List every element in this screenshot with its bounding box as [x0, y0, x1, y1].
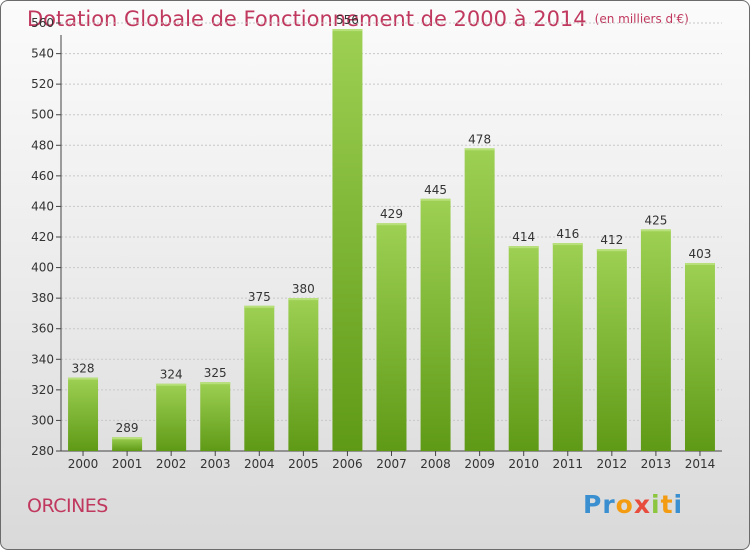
- bar-highlight: [244, 305, 275, 308]
- bar-2008: [420, 198, 451, 451]
- y-tick-label: 540: [31, 47, 54, 61]
- logo-letter: i: [651, 490, 661, 519]
- data-label: 324: [160, 368, 183, 382]
- logo-letter: x: [633, 490, 651, 519]
- bar-highlight: [596, 249, 627, 252]
- bar-2012: [596, 249, 627, 451]
- bar-2007: [376, 223, 407, 451]
- bar-highlight: [640, 229, 671, 232]
- bar-2006: [332, 29, 363, 451]
- bar-2010: [508, 246, 539, 451]
- data-label: 429: [380, 207, 403, 221]
- bar-highlight: [464, 148, 495, 151]
- bar-highlight: [112, 437, 143, 440]
- bar-2000: [68, 377, 99, 451]
- x-tick-label: 2004: [244, 457, 275, 471]
- bar-2004: [244, 305, 275, 451]
- bar-highlight: [684, 262, 715, 265]
- y-tick-label: 400: [31, 261, 54, 275]
- bar-highlight: [508, 246, 539, 249]
- data-label: 556: [336, 13, 359, 27]
- x-tick-label: 2000: [68, 457, 99, 471]
- x-tick-label: 2009: [464, 457, 495, 471]
- chart-title-text: Dotation Globale de Fonctionnement de 20…: [27, 7, 587, 31]
- bar-highlight: [332, 29, 363, 32]
- y-tick-label: 380: [31, 291, 54, 305]
- bar-highlight: [420, 198, 451, 201]
- data-label: 478: [468, 132, 491, 146]
- x-tick-label: 2005: [288, 457, 319, 471]
- bar-2002: [156, 383, 187, 451]
- y-tick-label: 320: [31, 383, 54, 397]
- x-tick-label: 2012: [597, 457, 628, 471]
- bar-highlight: [156, 383, 187, 386]
- bar-highlight: [200, 382, 231, 385]
- y-tick-label: 560: [31, 16, 54, 30]
- data-label: 328: [72, 362, 95, 376]
- logo-letter: o: [615, 490, 634, 519]
- proxiti-logo: Proxiti: [583, 490, 683, 519]
- bar-2001: [112, 437, 143, 451]
- bar-highlight: [68, 377, 99, 380]
- bar-2014: [684, 262, 715, 451]
- data-label: 289: [116, 421, 139, 435]
- x-tick-label: 2007: [376, 457, 407, 471]
- data-label: 325: [204, 366, 227, 380]
- data-label: 412: [600, 233, 623, 247]
- bar-2003: [200, 382, 231, 451]
- y-tick-label: 340: [31, 352, 54, 366]
- y-tick-label: 280: [31, 444, 54, 458]
- y-tick-label: 440: [31, 199, 54, 213]
- logo-letter: r: [602, 490, 616, 519]
- data-label: 414: [512, 230, 535, 244]
- x-tick-label: 2008: [420, 457, 451, 471]
- logo-letter: t: [660, 490, 674, 519]
- logo-letter: P: [583, 490, 603, 519]
- y-tick-label: 460: [31, 169, 54, 183]
- bar-2009: [464, 148, 495, 452]
- data-label: 403: [689, 247, 712, 261]
- logo-letter: i: [673, 490, 684, 519]
- data-label: 445: [424, 183, 447, 197]
- x-tick-label: 2010: [508, 457, 539, 471]
- data-label: 375: [248, 290, 271, 304]
- data-label: 416: [556, 227, 579, 241]
- y-tick-label: 480: [31, 138, 54, 152]
- x-tick-label: 2002: [156, 457, 187, 471]
- data-label: 425: [644, 213, 667, 227]
- y-tick-label: 420: [31, 230, 54, 244]
- y-tick-label: 500: [31, 108, 54, 122]
- x-tick-label: 2006: [332, 457, 363, 471]
- x-tick-label: 2001: [112, 457, 143, 471]
- y-tick-label: 360: [31, 322, 54, 336]
- bar-highlight: [552, 243, 583, 246]
- y-tick-label: 300: [31, 413, 54, 427]
- x-tick-label: 2014: [685, 457, 716, 471]
- y-tick-label: 520: [31, 77, 54, 91]
- bar-2005: [288, 298, 319, 451]
- commune-name: ORCINES: [27, 495, 108, 517]
- bar-2013: [640, 229, 671, 451]
- x-tick-label: 2013: [641, 457, 672, 471]
- x-tick-label: 2011: [552, 457, 583, 471]
- bar-2011: [552, 243, 583, 451]
- data-label: 380: [292, 282, 315, 296]
- bar-highlight: [288, 298, 319, 301]
- bar-highlight: [376, 223, 407, 226]
- x-tick-label: 2003: [200, 457, 231, 471]
